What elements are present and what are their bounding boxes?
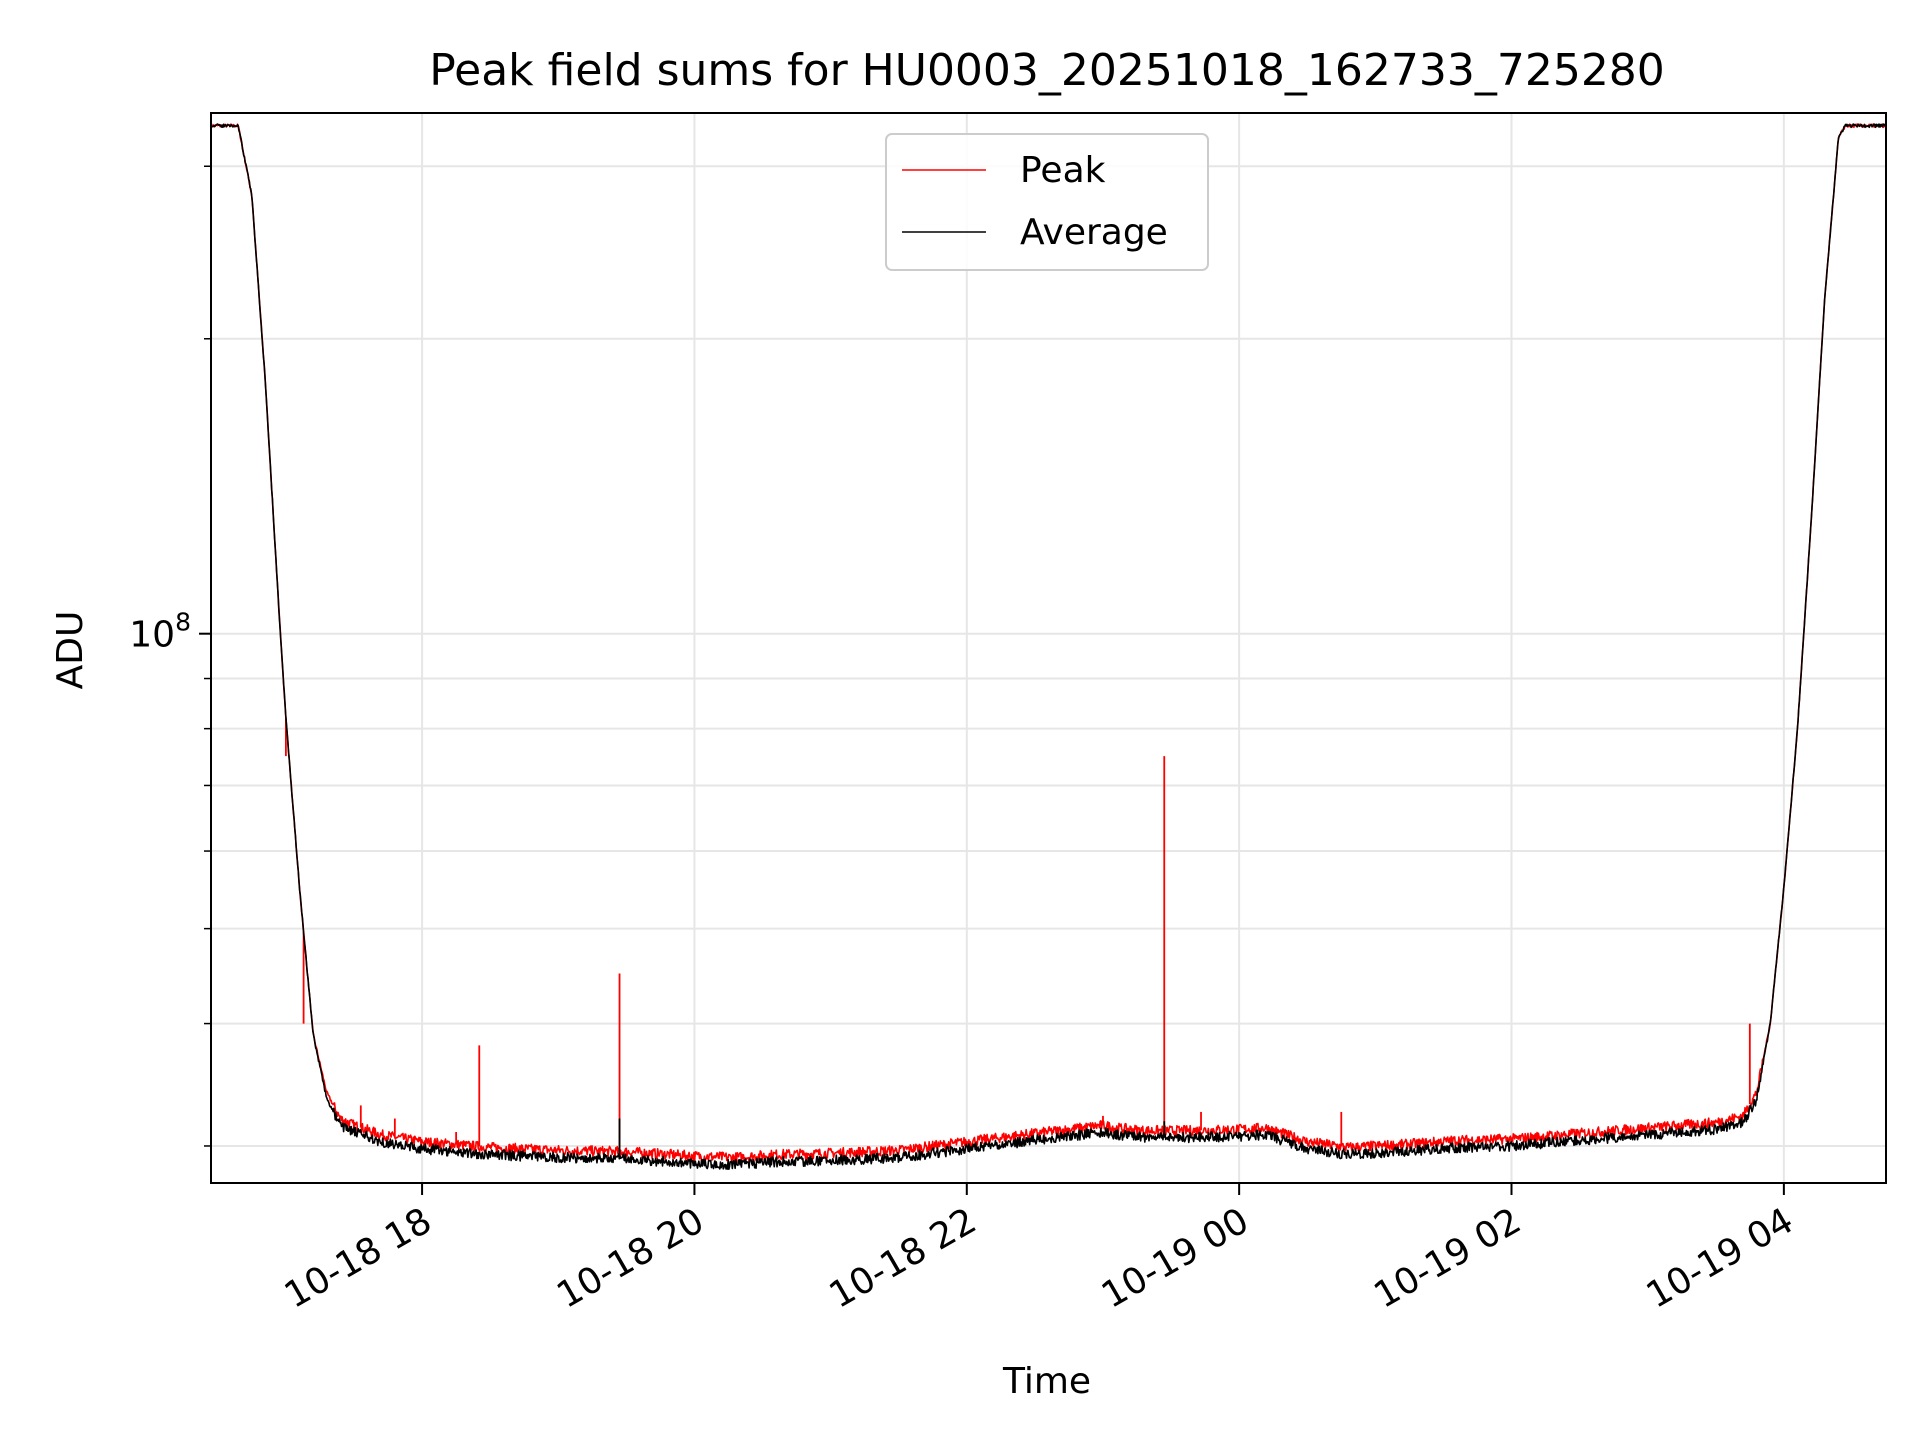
plot-frame bbox=[210, 112, 1887, 1184]
legend-average-label: Average bbox=[1020, 212, 1168, 253]
y-axis-label: ADU bbox=[50, 611, 91, 690]
x-axis-label: Time bbox=[1002, 1361, 1091, 1402]
legend-peak-label: Peak bbox=[1020, 150, 1106, 191]
y-tick-label: 108 bbox=[129, 608, 191, 656]
series-line-peak bbox=[211, 123, 1886, 1164]
plot-series bbox=[211, 123, 1886, 1171]
series-average bbox=[211, 123, 1886, 1171]
legend: Peak Average bbox=[885, 133, 1209, 271]
series-line-average bbox=[211, 123, 1886, 1171]
legend-box bbox=[885, 133, 1209, 271]
chart-title: Peak field sums for HU0003_20251018_1627… bbox=[429, 45, 1665, 96]
